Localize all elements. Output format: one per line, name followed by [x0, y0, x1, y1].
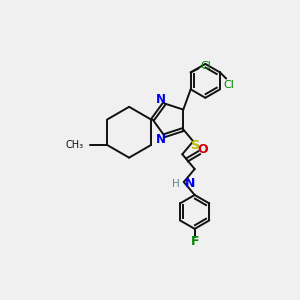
Text: S: S: [190, 140, 199, 152]
Text: H: H: [172, 179, 180, 189]
Text: N: N: [155, 133, 166, 146]
Text: Cl: Cl: [224, 80, 235, 90]
Text: O: O: [197, 143, 208, 156]
Text: CH₃: CH₃: [66, 140, 84, 150]
Text: F: F: [191, 236, 200, 248]
Text: N: N: [155, 93, 166, 106]
Text: N: N: [185, 177, 196, 190]
Text: Cl: Cl: [201, 61, 212, 71]
